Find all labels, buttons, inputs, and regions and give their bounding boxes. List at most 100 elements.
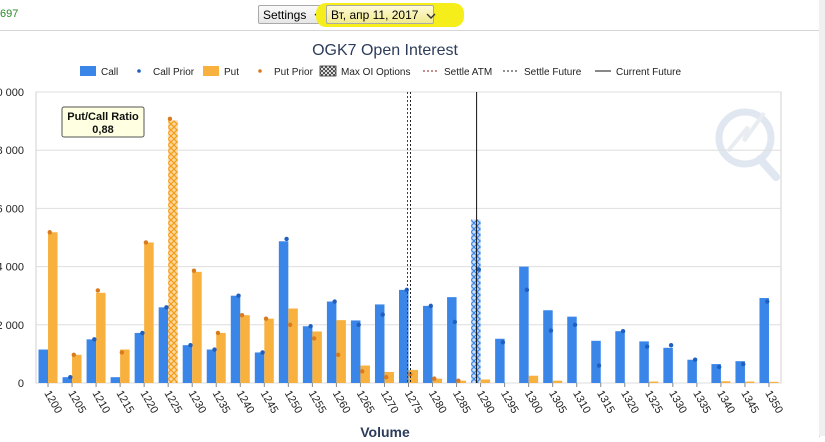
call-bar: [230, 295, 241, 383]
put-call-ratio-value: 0,88: [92, 124, 113, 136]
x-tick-label: 1210: [89, 389, 112, 416]
put-bar: [72, 354, 82, 383]
call-bar: [759, 298, 769, 383]
call-bar: [254, 352, 265, 383]
call-prior-marker: [692, 357, 698, 362]
call-prior-marker: [620, 329, 626, 334]
x-tick-label: 1350: [762, 389, 785, 416]
legend-label: Put Prior: [274, 67, 314, 78]
put-prior-marker: [263, 316, 269, 321]
legend-call-prior-swatch: [137, 69, 141, 73]
call-prior-marker: [644, 344, 650, 349]
put-prior-marker: [215, 330, 221, 336]
x-tick-label: 1200: [41, 389, 64, 416]
put-prior-marker: [384, 374, 389, 380]
x-tick-label: 1245: [258, 389, 281, 416]
legend-put-swatch: [203, 66, 219, 76]
x-tick-label: 1290: [474, 389, 497, 416]
call-bar: [687, 359, 697, 383]
x-tick-label: 1260: [330, 389, 353, 416]
call-prior-marker: [212, 347, 217, 352]
call-bar: [567, 316, 577, 383]
open-interest-chart: OGK7 Open Interest Call Call Prior Put Put …: [0, 42, 785, 440]
legend-put-prior-swatch: [258, 69, 262, 73]
x-tick-label: 1205: [65, 389, 88, 416]
put-prior-marker: [191, 268, 197, 273]
call-prior-marker: [524, 287, 530, 293]
date-label: Вт, апр 11, 2017: [331, 8, 419, 22]
date-dropdown[interactable]: Вт, апр 11, 2017: [326, 5, 436, 24]
call-prior-marker: [596, 363, 602, 368]
call-bar: [591, 340, 601, 383]
x-tick-label: 1315: [594, 389, 617, 416]
x-tick-label: 1225: [162, 389, 185, 416]
put-bar: [720, 381, 731, 383]
x-tick-label: 1335: [690, 389, 713, 416]
y-tick-label: 2 000: [0, 320, 24, 332]
chart-title: OGK7 Open Interest: [312, 42, 458, 59]
x-tick-label: 1310: [570, 389, 593, 416]
call-prior-marker: [572, 322, 578, 327]
call-bar: [639, 341, 649, 383]
call-prior-marker: [476, 267, 482, 272]
put-bar: [240, 315, 250, 383]
x-tick-label: 1250: [282, 389, 305, 416]
x-tick-label: 1320: [618, 389, 641, 416]
x-tick-label: 1300: [522, 389, 545, 416]
legend-label: Call Prior: [153, 67, 195, 78]
call-prior-marker: [92, 337, 97, 342]
put-prior-marker: [432, 376, 437, 381]
put-prior-marker: [95, 288, 101, 293]
put-bar: [48, 232, 58, 383]
chart-legend: Call Call Prior Put Put Prior Max OI Options…: [80, 65, 681, 78]
put-prior-marker: [143, 240, 149, 245]
settings-label: Settings: [263, 8, 307, 22]
y-tick-label: 6 000: [0, 203, 24, 215]
y-tick-label: 8 000: [0, 145, 24, 157]
put-bar: [312, 331, 322, 383]
put-prior-marker: [71, 352, 76, 357]
call-bar: [110, 377, 121, 383]
x-tick-label: 1215: [114, 389, 137, 416]
put-call-ratio-box: Put/Call Ratio 0,88: [61, 106, 145, 138]
scrollbar[interactable]: [819, 0, 825, 436]
call-prior-marker: [548, 328, 554, 333]
instrument-code-fragment: 697: [0, 8, 19, 20]
x-tick-label: 1340: [714, 389, 737, 416]
chart-bars: [38, 120, 779, 383]
x-tick-label: 1275: [402, 389, 425, 416]
put-bar: [192, 271, 202, 383]
put-call-ratio-label: Put/Call Ratio: [67, 111, 139, 123]
call-bar: [735, 361, 745, 383]
x-tick-label: 1220: [138, 389, 161, 416]
call-prior-marker: [404, 287, 409, 293]
legend-label: Max OI Options: [341, 67, 410, 78]
x-tick-label: 1325: [642, 389, 665, 416]
call-bar: [471, 219, 481, 383]
call-bar: [350, 320, 361, 383]
put-prior-marker: [456, 378, 461, 383]
put-bar: [432, 378, 443, 383]
chart-panel: OGK7 Open Interest Call Call Prior Put Put …: [0, 30, 820, 440]
call-bar: [302, 326, 313, 383]
settings-dropdown[interactable]: Settings: [258, 5, 324, 24]
call-bar: [206, 349, 217, 383]
put-bar: [768, 381, 779, 383]
call-prior-marker: [188, 342, 193, 348]
x-tick-label: 1345: [738, 389, 761, 416]
call-bar: [447, 297, 457, 383]
put-bar: [408, 369, 418, 383]
call-prior-marker: [68, 374, 73, 380]
x-tick-label: 1330: [666, 389, 689, 416]
call-prior-marker: [765, 299, 770, 304]
put-bar: [528, 375, 539, 383]
put-bar: [216, 332, 226, 383]
x-tick-label: 1305: [546, 389, 569, 416]
legend-label: Call: [101, 67, 118, 78]
put-bar: [336, 320, 346, 383]
call-bar: [278, 241, 289, 383]
x-tick-label: 1255: [306, 389, 329, 416]
chart-markers: [47, 116, 770, 383]
put-bar: [120, 349, 130, 383]
put-bar: [744, 381, 755, 383]
